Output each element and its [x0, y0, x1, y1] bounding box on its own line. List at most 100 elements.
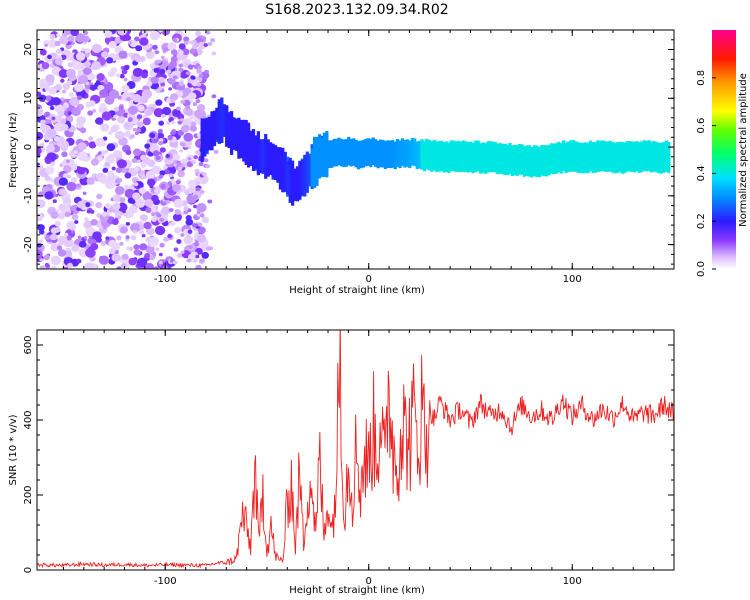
- spectrogram-noise-cell: [145, 207, 152, 213]
- spectrogram-noise-cell: [105, 236, 110, 240]
- spectrogram-noise-cell: [159, 261, 163, 265]
- spectrogram-noise-cell: [179, 82, 185, 86]
- spectrogram-noise-cell: [60, 97, 65, 101]
- spectrogram-noise-cell: [153, 67, 160, 73]
- spectrogram-noise-cell: [121, 84, 130, 93]
- spectrogram-noise-cell: [153, 266, 159, 269]
- spectrogram-noise-cell: [57, 249, 67, 257]
- spectrogram-noise-cell: [117, 202, 128, 212]
- spectrogram-ridge-cell: [356, 141, 361, 170]
- spectrogram-noise-cell: [187, 64, 194, 70]
- spectrogram-noise-cell: [172, 75, 178, 80]
- spectrogram-ridge-cell: [501, 143, 505, 175]
- spectrogram-noise-cell: [84, 217, 89, 222]
- spectrogram-ridge-cell: [359, 140, 363, 169]
- spectrogram-noise-cell: [85, 248, 96, 258]
- spectrogram-ridge-cell: [454, 141, 458, 172]
- spectrogram-noise-cell: [151, 212, 156, 216]
- spectrogram-noise-cell: [125, 149, 132, 156]
- spectrogram-noise-cell: [44, 111, 51, 118]
- spectrogram-ridge-cell: [225, 105, 229, 147]
- spectrogram-ridge-cell: [349, 138, 353, 167]
- spectrogram-ridge-cell: [200, 118, 204, 163]
- spectrogram-noise-cell: [187, 229, 193, 234]
- y-tick-label: 0: [23, 567, 34, 573]
- spectrogram-noise-cell: [195, 99, 201, 104]
- spectrogram-ridge-cell: [527, 145, 532, 176]
- spectrogram-ridge-cell: [628, 141, 632, 172]
- spectrogram-noise-cell: [168, 208, 174, 213]
- spectrogram-noise-cell: [84, 61, 91, 68]
- spectrogram-ridge-cell: [388, 140, 392, 168]
- spectrogram-ridge-cell: [256, 131, 260, 176]
- spectrogram-noise-cell: [129, 40, 138, 48]
- spectrogram-noise-cell: [38, 239, 43, 244]
- spectrogram-noise-cell: [176, 162, 182, 167]
- spectrogram-noise-cell: [125, 222, 130, 226]
- spectrogram-noise-cell: [75, 52, 86, 61]
- spectrogram-noise-cell: [50, 211, 59, 219]
- spectrogram-ridge-cell: [396, 139, 400, 167]
- spectrogram-noise-cell: [179, 149, 183, 153]
- spectrogram-ridge-cell: [596, 140, 600, 171]
- spectrogram-noise-cell: [178, 43, 186, 50]
- spectrogram-noise-cell: [87, 73, 96, 81]
- spectrogram-noise-cell: [83, 220, 93, 229]
- spectrogram-noise-cell: [50, 255, 61, 266]
- spectrogram-ridge-cell: [217, 99, 221, 144]
- spectrogram-noise-cell: [139, 225, 145, 230]
- spectrogram-noise-cell: [58, 188, 67, 196]
- spectrogram-noise-cell: [108, 239, 117, 248]
- spectrogram-noise-cell: [193, 204, 197, 209]
- spectrogram-noise-cell: [143, 108, 153, 116]
- spectrogram-noise-cell: [196, 104, 206, 112]
- spectrogram-noise-cell: [138, 187, 146, 194]
- spectrogram-noise-cell: [174, 209, 181, 215]
- spectrogram-noise-cell: [163, 47, 169, 52]
- spectrogram-ridge-cell: [435, 141, 439, 172]
- spectrogram-ridge-cell: [642, 140, 646, 171]
- spectrogram-noise-cell: [131, 158, 138, 164]
- colorbar-tick-label: 0.4: [696, 165, 707, 181]
- spectrogram-noise-cell: [67, 262, 73, 269]
- spectrogram-ridge-cell: [437, 141, 441, 172]
- spectrogram-noise-cell: [58, 69, 69, 78]
- spectrogram-noise-cell: [191, 160, 197, 164]
- spectrogram-noise-cell: [45, 166, 55, 175]
- spectrogram-noise-cell: [82, 191, 87, 196]
- spectrogram-noise-cell: [55, 57, 63, 66]
- spectrogram-noise-cell: [191, 121, 197, 127]
- spectrogram-ridge-cell: [308, 153, 312, 187]
- spectrogram-noise-cell: [116, 266, 122, 269]
- spectrogram-ridge-cell: [271, 143, 275, 178]
- spectrogram-noise-cell: [66, 181, 77, 192]
- spectrogram-noise-cell: [183, 210, 189, 215]
- spectrogram-noise-cell: [83, 30, 89, 35]
- spectrogram-noise-cell: [170, 56, 178, 63]
- spectrogram-ridge-cell: [232, 117, 236, 150]
- spectrogram-ridge-cell: [442, 141, 446, 173]
- spectrogram-noise-cell: [156, 59, 162, 64]
- spectrogram-noise-cell: [152, 150, 160, 157]
- spectrogram-noise-cell: [116, 235, 122, 241]
- spectrogram-noise-cell: [158, 252, 163, 257]
- spectrogram-noise-cell: [77, 235, 82, 239]
- spectrogram-noise-cell: [102, 167, 109, 173]
- spectrogram-noise-cell: [98, 255, 109, 265]
- spectrogram-noise-cell: [58, 203, 66, 211]
- spectrogram-noise-cell: [177, 120, 183, 125]
- spectrogram-noise-cell: [37, 213, 43, 222]
- spectrogram-noise-cell: [192, 60, 197, 66]
- spectrogram-ridge-cell: [606, 141, 610, 173]
- spectrogram-noise-cell: [74, 83, 84, 92]
- spectrogram-noise-cell: [137, 159, 141, 163]
- spectrogram-frame: [36, 29, 675, 270]
- spectrogram-ridge-cell: [327, 140, 331, 168]
- spectrogram-ridge-cell: [325, 131, 329, 178]
- spectrogram-noise-cell: [156, 132, 165, 140]
- spectrogram-noise-cell: [72, 61, 83, 71]
- spectrogram-noise-cell: [112, 202, 121, 211]
- spectrogram-ridge-cell: [410, 138, 414, 166]
- spectrogram-noise-cell: [176, 191, 181, 196]
- spectrogram-noise-cell: [53, 136, 61, 143]
